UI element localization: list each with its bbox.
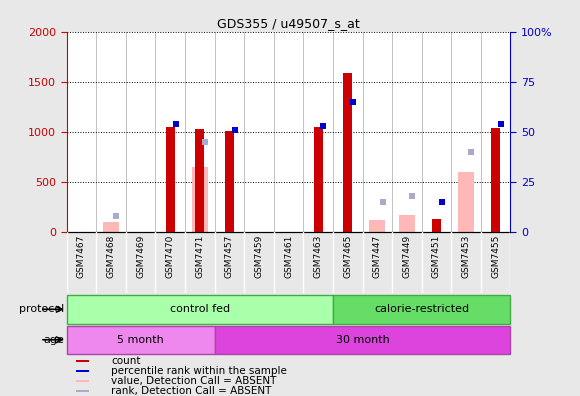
Title: GDS355 / u49507_s_at: GDS355 / u49507_s_at <box>217 17 360 30</box>
Text: protocol: protocol <box>19 304 64 314</box>
Text: GSM7455: GSM7455 <box>491 235 500 278</box>
Text: GSM7449: GSM7449 <box>403 235 411 278</box>
Bar <box>215 326 510 354</box>
Text: GSM7469: GSM7469 <box>136 235 145 278</box>
Text: value, Detection Call = ABSENT: value, Detection Call = ABSENT <box>111 376 277 386</box>
Text: GSM7471: GSM7471 <box>195 235 204 278</box>
Bar <box>75 360 89 362</box>
Bar <box>195 129 204 232</box>
Bar <box>314 127 322 232</box>
Bar <box>369 220 386 232</box>
Bar <box>458 172 474 232</box>
Text: GSM7461: GSM7461 <box>284 235 293 278</box>
Text: GSM7457: GSM7457 <box>225 235 234 278</box>
Text: rank, Detection Call = ABSENT: rank, Detection Call = ABSENT <box>111 386 271 396</box>
Text: 30 month: 30 month <box>336 335 389 345</box>
Bar <box>166 127 175 232</box>
Bar <box>75 390 89 392</box>
Text: 5 month: 5 month <box>117 335 164 345</box>
Text: age: age <box>44 335 64 345</box>
Bar <box>75 380 89 382</box>
Text: GSM7470: GSM7470 <box>166 235 175 278</box>
Bar <box>333 295 510 324</box>
Bar <box>67 326 215 354</box>
Bar <box>103 222 119 232</box>
Text: GSM7468: GSM7468 <box>107 235 115 278</box>
Text: GSM7467: GSM7467 <box>77 235 86 278</box>
Text: GSM7447: GSM7447 <box>373 235 382 278</box>
Bar <box>491 128 500 232</box>
Text: GSM7453: GSM7453 <box>462 235 470 278</box>
Text: calorie-restricted: calorie-restricted <box>374 304 469 314</box>
Bar <box>398 215 415 232</box>
Bar <box>432 219 441 232</box>
Text: percentile rank within the sample: percentile rank within the sample <box>111 366 287 376</box>
Bar <box>343 73 352 232</box>
Text: GSM7451: GSM7451 <box>432 235 441 278</box>
Bar <box>67 295 333 324</box>
Text: GSM7465: GSM7465 <box>343 235 352 278</box>
Text: GSM7459: GSM7459 <box>255 235 263 278</box>
Text: control fed: control fed <box>170 304 230 314</box>
Bar <box>225 131 234 232</box>
Bar <box>191 167 208 232</box>
Text: GSM7463: GSM7463 <box>314 235 322 278</box>
Text: count: count <box>111 356 140 366</box>
Bar <box>75 370 89 372</box>
